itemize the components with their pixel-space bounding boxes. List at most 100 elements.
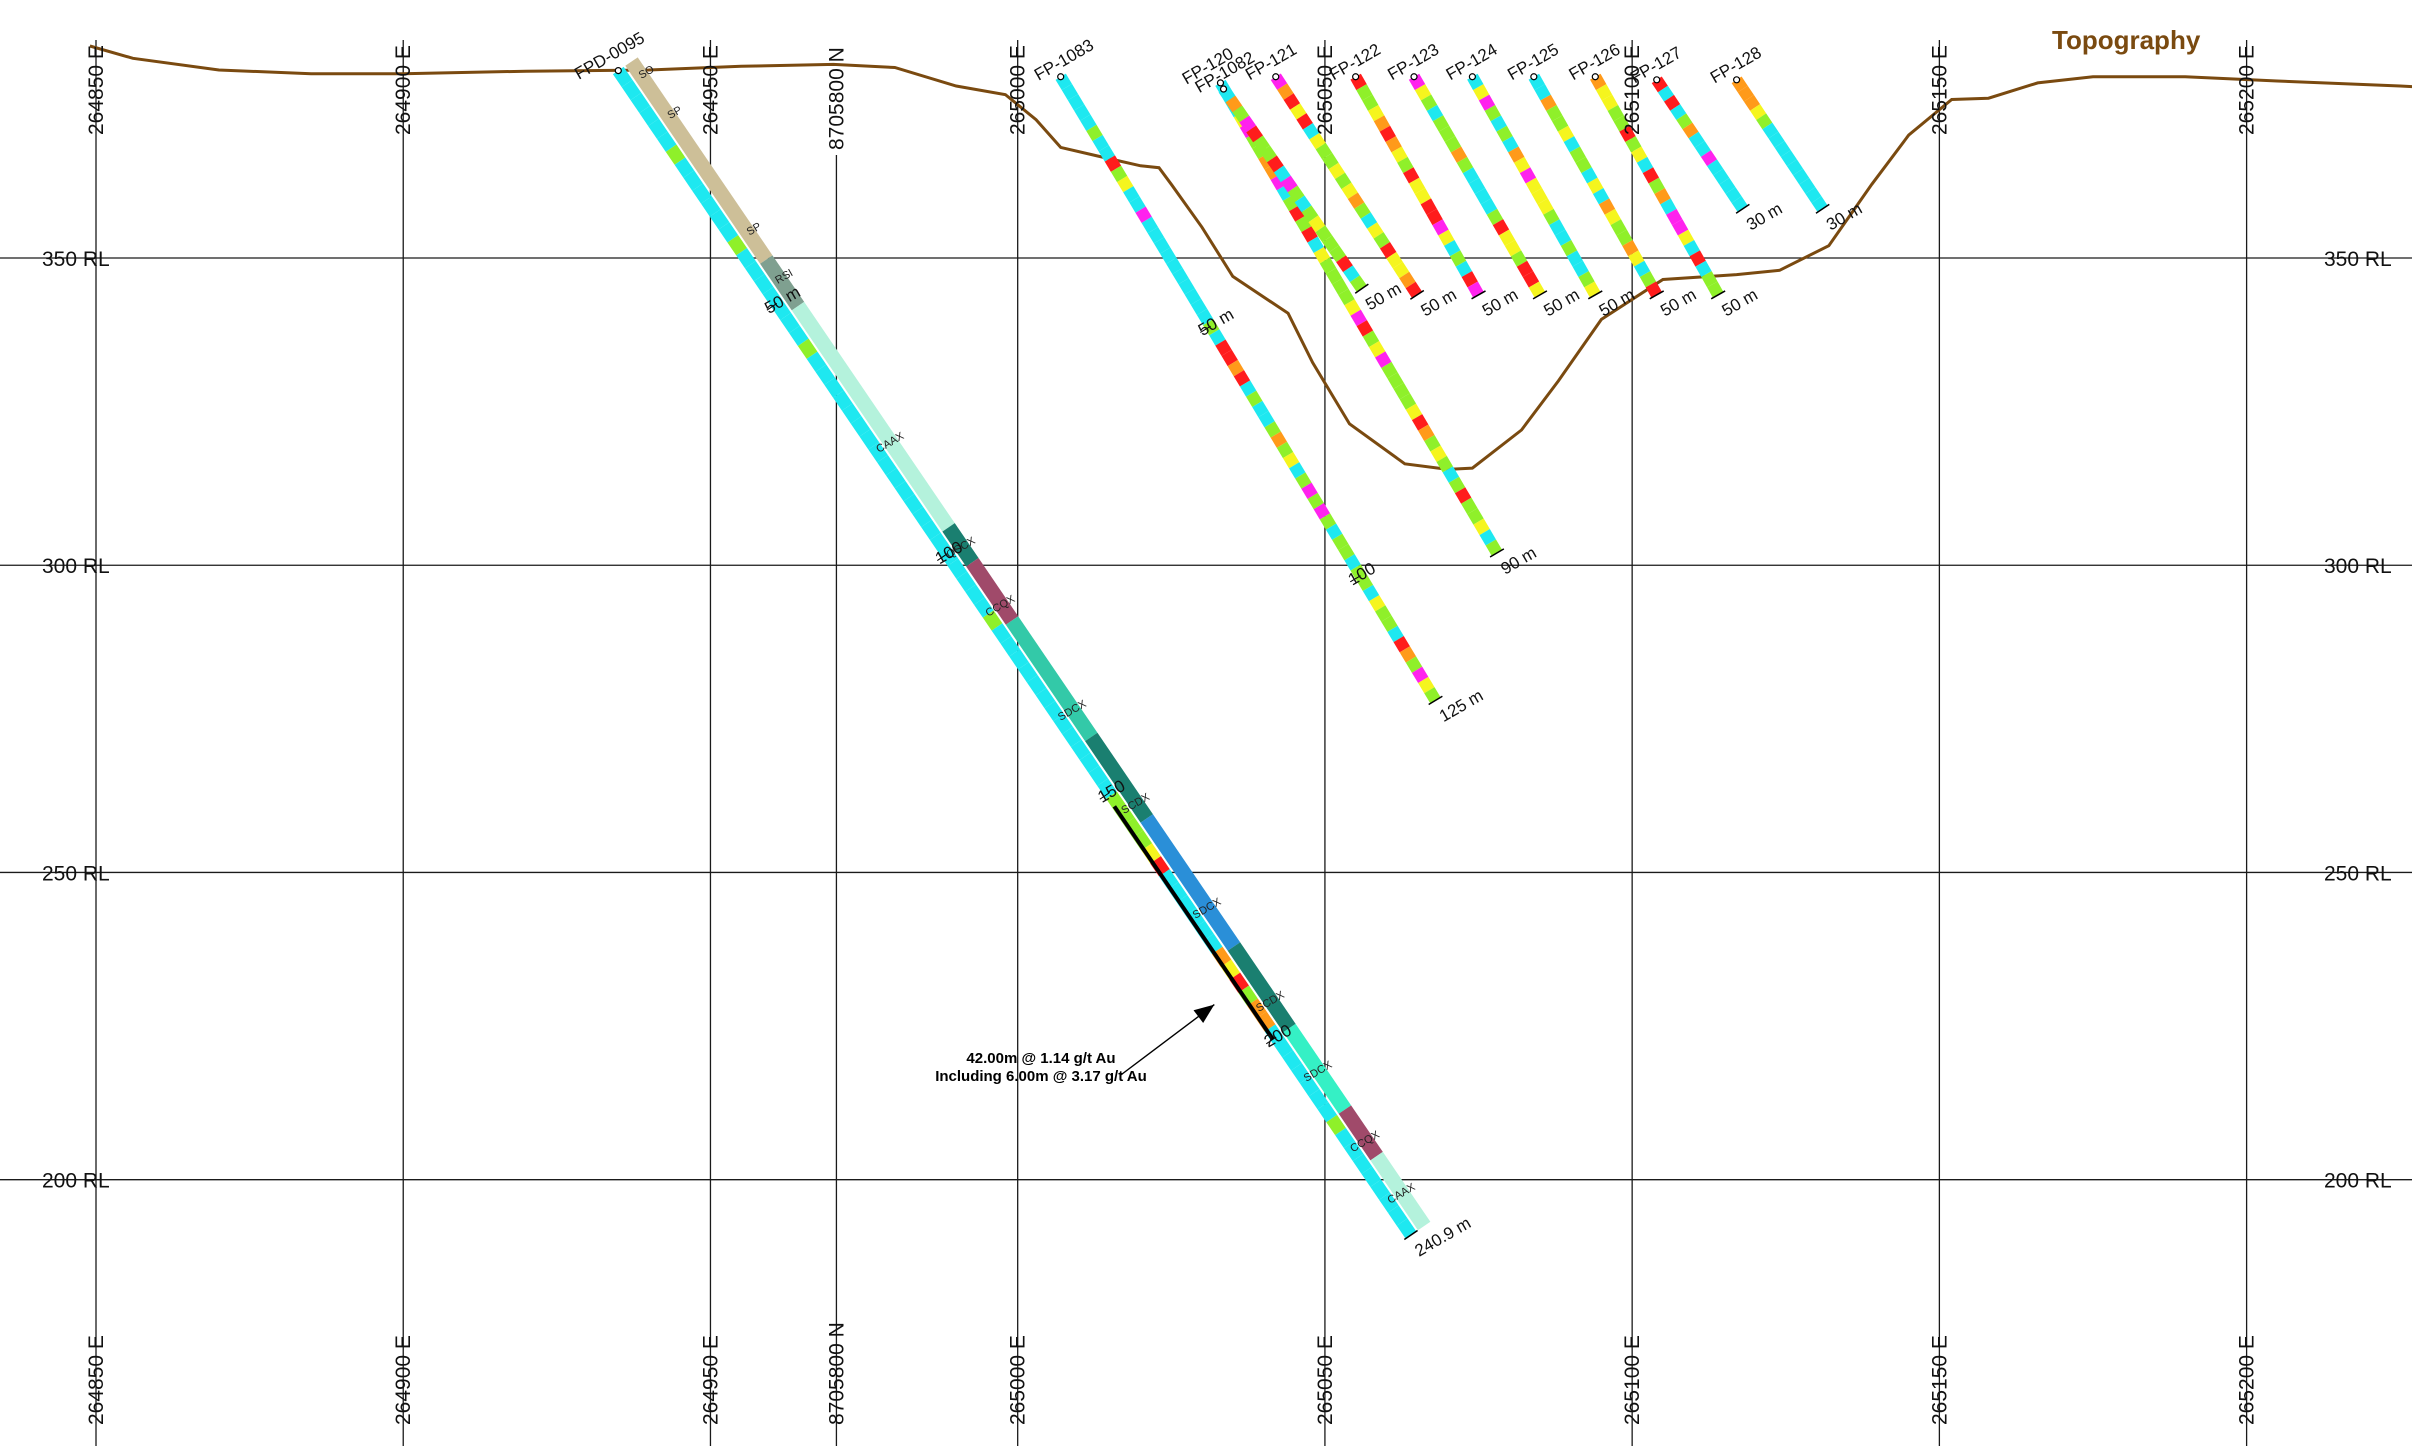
assay-interval [1073,104,1091,121]
assay-interval [1474,187,1492,205]
assay-interval [1504,239,1522,257]
assay-interval [1114,804,1135,825]
assay-interval [841,403,862,424]
assay-interval [1811,196,1828,213]
rl-tick-label-right: 250 RL [2324,862,2392,885]
assay-interval [1399,393,1417,410]
assay-interval [1604,208,1621,226]
assay-interval [1510,250,1528,267]
assay-interval [683,170,703,191]
collar-marker [614,66,622,75]
assay-interval [762,286,783,308]
assay-interval [1490,115,1507,132]
assay-interval [1405,281,1423,299]
assay-interval [1381,361,1398,379]
assay-interval [1375,605,1392,622]
assay-interval [1018,662,1038,683]
assay-interval [753,273,774,295]
assay-interval [1707,281,1724,298]
assay-interval [1370,1179,1390,1200]
easting-tick-label-top: 265000 E [1007,45,1030,135]
assay-interval [1229,972,1249,993]
assay-interval [1322,152,1339,170]
hole-end-cap [1587,290,1603,300]
assay-interval [1289,103,1307,120]
assay-interval [648,118,668,139]
assay-interval [1786,159,1804,176]
assay-interval [1438,229,1455,246]
assay-interval [1468,177,1486,194]
assay-interval [1531,188,1548,205]
assay-interval [1762,122,1779,139]
lithology-interval [1005,616,1098,742]
assay-interval [1631,146,1648,163]
end-depth-label: 50 m [1479,285,1521,320]
assay-interval [1211,946,1232,967]
assay-interval [806,351,827,372]
assay-interval [1097,778,1117,799]
assay-interval [1414,188,1432,205]
assay-interval [1123,817,1144,838]
assay-interval [1289,462,1306,479]
assay-interval [1227,359,1245,377]
assay-interval [1780,150,1797,167]
drillhole-trace [1731,76,1830,214]
assay-interval [1347,192,1365,209]
drillhole-name-label: FP-121 [1242,40,1300,84]
assay-interval [1682,122,1699,139]
assay-interval [1266,155,1284,173]
assay-interval [1581,167,1598,184]
assay-interval [1522,271,1540,288]
easting-tick-label-top: 264900 E [392,45,415,135]
end-depth-label: 50 m [1540,285,1582,320]
assay-interval [1418,676,1435,694]
assay-interval [1432,219,1449,236]
assay-interval [1000,636,1020,657]
topography-profile [89,44,2412,471]
assay-interval [1557,125,1575,143]
assay-interval [1613,115,1630,132]
assay-interval [1361,1166,1382,1187]
easting-tick-label-bottom: 265100 E [1621,1335,1644,1425]
assay-interval [1313,503,1331,520]
assay-interval [1456,156,1474,174]
end-depth-label: 30 m [1743,199,1785,234]
assay-interval [1329,245,1346,263]
hole-end-cap [1815,203,1830,214]
assay-interval [1220,959,1241,980]
assay-interval [1270,431,1288,448]
assay-interval [1343,1140,1364,1162]
assay-interval [1354,202,1371,219]
lithology-interval [1227,942,1296,1033]
assay-interval [1616,229,1633,246]
assay-interval [1393,382,1410,400]
easting-tick-label-top: 264850 E [85,45,108,135]
assay-interval [1215,339,1232,356]
assay-interval [1190,298,1208,315]
assay-interval [1106,791,1126,812]
assay-interval [1408,177,1426,194]
assay-interval [1150,856,1170,877]
assay-interval [1610,219,1627,236]
assay-interval [1486,208,1504,226]
assay-interval [1436,455,1453,473]
assay-interval [1061,83,1079,101]
assay-interval [1449,250,1467,267]
collar-marker [1216,79,1225,87]
drillhole-trace [1218,85,1369,294]
assay-interval [1478,94,1496,111]
depth-tick [1099,792,1111,800]
assay-interval [1379,1192,1399,1213]
assay-interval [1233,370,1251,387]
assay-interval [1203,933,1223,955]
assay-interval [639,105,659,126]
rl-tick-label-left: 300 RL [42,555,110,578]
assay-interval [1492,219,1510,236]
topography-label: Topography [2052,25,2201,55]
easting-tick-label-top: 265200 E [2236,45,2259,135]
easting-tick-label-bottom: 265000 E [1007,1335,1030,1425]
assay-interval [1129,196,1146,213]
hole-end-cap [1710,290,1726,300]
assay-interval [1301,482,1318,500]
assay-interval [1291,1063,1311,1084]
